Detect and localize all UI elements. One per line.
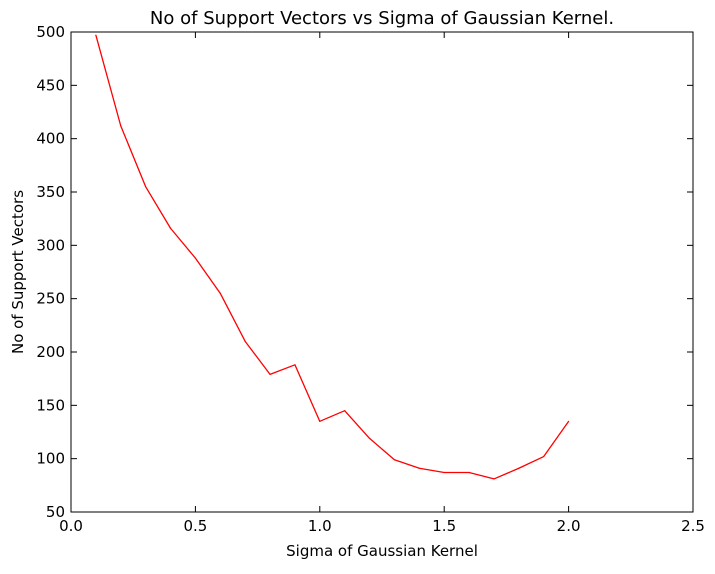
y-tick-label: 50	[46, 503, 65, 521]
x-tick-label: 1.0	[308, 517, 332, 535]
y-tick-label: 450	[36, 76, 65, 94]
data-point	[120, 125, 122, 127]
data-point	[244, 340, 246, 342]
data-point	[468, 471, 470, 474]
x-tick-label: 2.5	[681, 517, 705, 535]
x-axis-label: Sigma of Gaussian Kernel	[286, 542, 478, 560]
series-layer	[95, 34, 570, 480]
data-point	[145, 186, 147, 188]
data-point	[493, 478, 495, 480]
x-axis-ticks: 0.0 0.5 1.0 1.5 2.0 2.5	[59, 32, 705, 535]
data-point	[543, 455, 545, 458]
data-point	[194, 257, 196, 259]
data-point	[95, 34, 97, 36]
data-point	[269, 373, 271, 375]
x-tick-label: 1.5	[432, 517, 456, 535]
data-point	[319, 420, 321, 422]
data-point	[418, 467, 420, 469]
y-tick-label: 300	[36, 236, 65, 254]
y-tick-label: 400	[36, 130, 65, 148]
chart-title: No of Support Vectors vs Sigma of Gaussi…	[150, 8, 614, 29]
data-point	[518, 467, 520, 469]
data-point	[169, 227, 172, 229]
y-tick-label: 100	[36, 450, 65, 468]
data-point	[294, 364, 296, 366]
data-point	[443, 471, 445, 474]
data-point	[344, 410, 346, 412]
plot-area-frame	[70, 31, 694, 513]
x-tick-label: 0.5	[183, 517, 207, 535]
x-tick-label: 2.0	[557, 517, 581, 535]
y-tick-label: 250	[36, 290, 65, 308]
series-line	[95, 35, 570, 480]
y-tick-label: 150	[36, 396, 65, 414]
y-axis-ticks: 50 100 150 200 250 300 350 400 450 500	[36, 23, 693, 521]
y-tick-label: 200	[36, 343, 65, 361]
y-tick-label: 500	[36, 23, 65, 41]
data-point	[368, 437, 371, 439]
y-tick-label: 350	[36, 183, 65, 201]
data-point	[393, 459, 396, 461]
y-axis-label: No of Support Vectors	[9, 190, 27, 354]
data-point	[568, 420, 570, 422]
data-point	[219, 292, 221, 294]
x-tick-label: 0.0	[59, 517, 83, 535]
